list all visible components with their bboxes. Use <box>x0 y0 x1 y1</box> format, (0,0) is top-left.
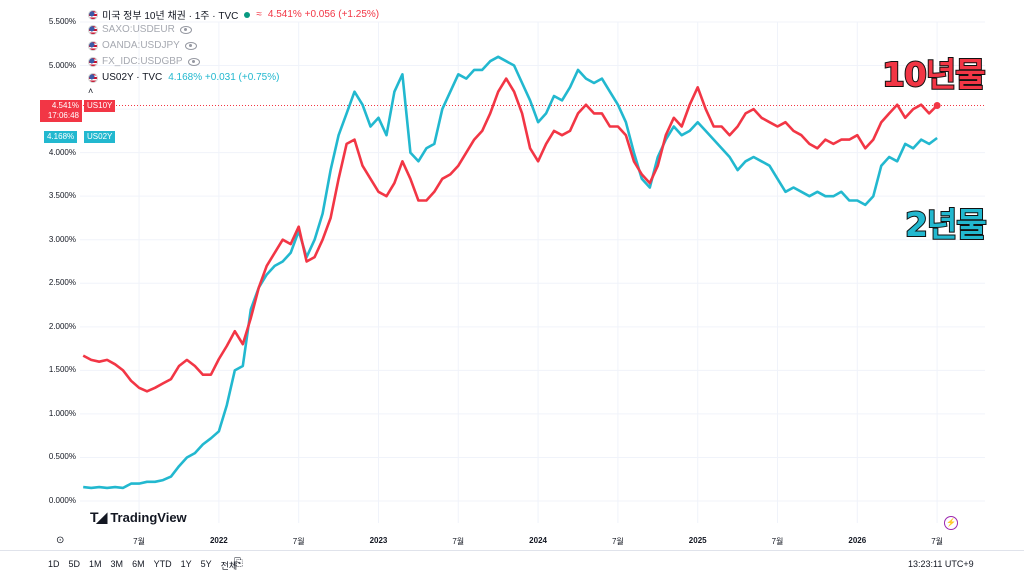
legend-main-title: 미국 정부 10년 채권 · 1주 · TVC <box>102 7 238 22</box>
eye-icon[interactable] <box>185 42 197 50</box>
settings-icon[interactable]: ⊙ <box>56 535 64 546</box>
legend-second-values: 4.168% +0.031 (+0.75%) <box>168 72 279 83</box>
x-tick-label: 7월 <box>612 536 624 547</box>
us-flag-icon <box>88 57 98 67</box>
x-tick-label: 7월 <box>931 536 943 547</box>
x-tick-label: 2024 <box>529 536 547 545</box>
tradingview-logo[interactable]: T◢ TradingView <box>90 509 187 526</box>
us02y-symbol-tag: US02Y <box>84 131 115 143</box>
range-button[interactable]: YTD <box>154 559 172 572</box>
y-tick-label: 3.500% <box>40 191 76 200</box>
brand-name: TradingView <box>110 510 186 525</box>
range-button[interactable]: 6M <box>132 559 145 572</box>
legend-overlay-0[interactable]: SAXO:USDEUR <box>88 24 192 35</box>
compare-icon[interactable]: ≈ <box>256 9 262 20</box>
legend-overlay-2[interactable]: FX_IDC:USDGBP <box>88 56 200 67</box>
y-tick-label: 2.500% <box>40 278 76 287</box>
legend-second-title: US02Y · TVC <box>102 72 162 83</box>
x-tick-label: 2023 <box>370 536 388 545</box>
range-button[interactable]: 1Y <box>181 559 192 572</box>
eye-icon[interactable] <box>188 58 200 66</box>
range-button[interactable]: 3M <box>111 559 124 572</box>
x-tick-label: 7월 <box>293 536 305 547</box>
legend-dot-icon[interactable] <box>244 12 250 18</box>
x-tick-label: 7월 <box>452 536 464 547</box>
y-tick-label: 5.500% <box>40 17 76 26</box>
range-button[interactable]: 5Y <box>201 559 212 572</box>
legend-main-values: 4.541% +0.056 (+1.25%) <box>268 9 379 20</box>
x-tick-label: 7월 <box>133 536 145 547</box>
us02y-price-tag: 4.168% <box>44 131 77 143</box>
last-price-marker <box>934 102 941 109</box>
y-tick-label: 1.500% <box>40 365 76 374</box>
y-tick-label: 4.000% <box>40 148 76 157</box>
legend-main[interactable]: 미국 정부 10년 채권 · 1주 · TVC ≈ 4.541% +0.056 … <box>88 7 379 22</box>
range-button[interactable]: 1M <box>89 559 102 572</box>
range-button[interactable]: 1D <box>48 559 60 572</box>
series-line-us02y <box>83 57 937 488</box>
us-flag-icon <box>88 73 98 83</box>
clock[interactable]: 13:23:11 UTC+9 <box>908 559 974 569</box>
y-tick-label: 0.500% <box>40 452 76 461</box>
y-tick-label: 0.000% <box>40 496 76 505</box>
x-tick-label: 2026 <box>848 536 866 545</box>
y-tick-label: 5.000% <box>40 61 76 70</box>
legend-overlay-1[interactable]: OANDA:USDJPY <box>88 40 197 51</box>
legend-overlay-label: SAXO:USDEUR <box>102 24 175 35</box>
legend-overlay-label: FX_IDC:USDGBP <box>102 56 183 67</box>
series-line-us10y <box>83 79 937 392</box>
legend-second[interactable]: US02Y · TVC 4.168% +0.031 (+0.75%) <box>88 72 279 83</box>
chevron-up-icon[interactable]: ˄ <box>88 86 93 96</box>
x-tick-label: 7월 <box>772 536 784 547</box>
us10y-symbol-tag: US10Y <box>84 100 115 112</box>
eye-icon[interactable] <box>180 26 192 34</box>
label-10y: 10년물 <box>882 48 985 96</box>
us10y-price-tag: 4.541% 17:06:48 <box>40 100 82 122</box>
calendar-range-icon[interactable]: ⎘ <box>234 557 243 570</box>
x-tick-label: 2025 <box>689 536 707 545</box>
us-flag-icon <box>88 25 98 35</box>
lightning-icon[interactable]: ⚡ <box>944 516 958 530</box>
label-2y: 2년물 <box>905 198 986 246</box>
tv-logo-icon: T◢ <box>90 509 105 526</box>
us-flag-icon <box>88 41 98 51</box>
y-tick-label: 1.000% <box>40 409 76 418</box>
x-tick-label: 2022 <box>210 536 228 545</box>
y-tick-label: 3.000% <box>40 235 76 244</box>
us-flag-icon <box>88 10 98 20</box>
legend-overlay-label: OANDA:USDJPY <box>102 40 180 51</box>
range-button[interactable]: 5D <box>69 559 81 572</box>
y-tick-label: 2.000% <box>40 322 76 331</box>
